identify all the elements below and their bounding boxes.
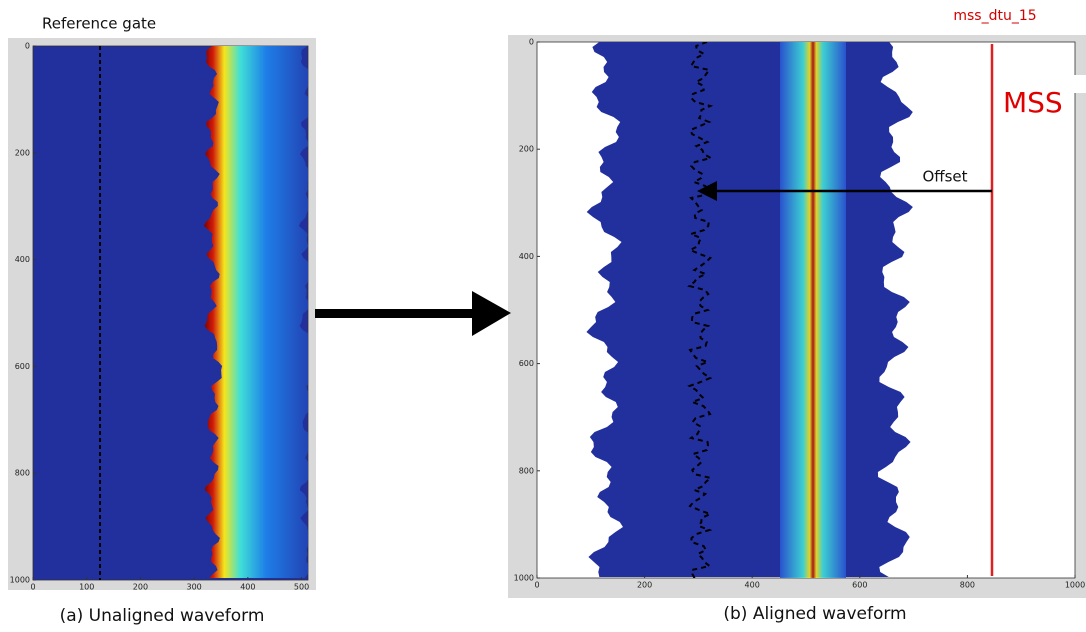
x-tick-label: 300 <box>186 583 201 592</box>
arrow-head <box>472 291 511 336</box>
x-tick-label: 400 <box>240 583 255 592</box>
y-tick-label: 0 <box>529 38 534 47</box>
annotation: Offset <box>922 168 967 186</box>
x-tick-label: 100 <box>79 583 94 592</box>
x-tick-label: 800 <box>960 581 975 590</box>
y-tick-label: 200 <box>519 145 534 154</box>
y-tick-label: 800 <box>519 466 534 475</box>
mask <box>995 75 1086 90</box>
x-tick-label: 600 <box>852 581 867 590</box>
y-tick-label: 400 <box>519 252 534 261</box>
y-tick-label: 600 <box>519 359 534 368</box>
y-tick-label: 600 <box>15 362 30 371</box>
reference-gate <box>687 42 714 578</box>
y-tick-label: 800 <box>15 469 30 478</box>
heatmap <box>586 42 913 578</box>
annotation: MSS <box>1003 86 1063 119</box>
x-tick-label: 1000 <box>1065 581 1085 590</box>
x-tick-label: 400 <box>745 581 760 590</box>
y-tick-label: 0 <box>25 42 30 51</box>
x-tick-label: 0 <box>30 583 35 592</box>
arrow-shaft <box>315 309 475 318</box>
y-tick-label: 400 <box>15 255 30 264</box>
y-tick-label: 1000 <box>514 574 534 583</box>
waveform-region <box>586 42 913 577</box>
top-label: mss_dtu_15 <box>953 8 1036 24</box>
heatmap <box>99 46 308 580</box>
x-tick-label: 200 <box>133 583 148 592</box>
top-label: Reference gate <box>42 15 156 33</box>
waveform-band <box>780 42 846 578</box>
y-tick-label: 1000 <box>10 576 30 585</box>
caption: (b) Aligned waveform <box>723 604 906 624</box>
x-tick-label: 0 <box>534 581 539 590</box>
caption: (a) Unaligned waveform <box>60 606 265 626</box>
x-tick-label: 200 <box>637 581 652 590</box>
x-tick-label: 500 <box>294 583 309 592</box>
waveform-band <box>203 46 308 578</box>
y-tick-label: 200 <box>15 148 30 157</box>
